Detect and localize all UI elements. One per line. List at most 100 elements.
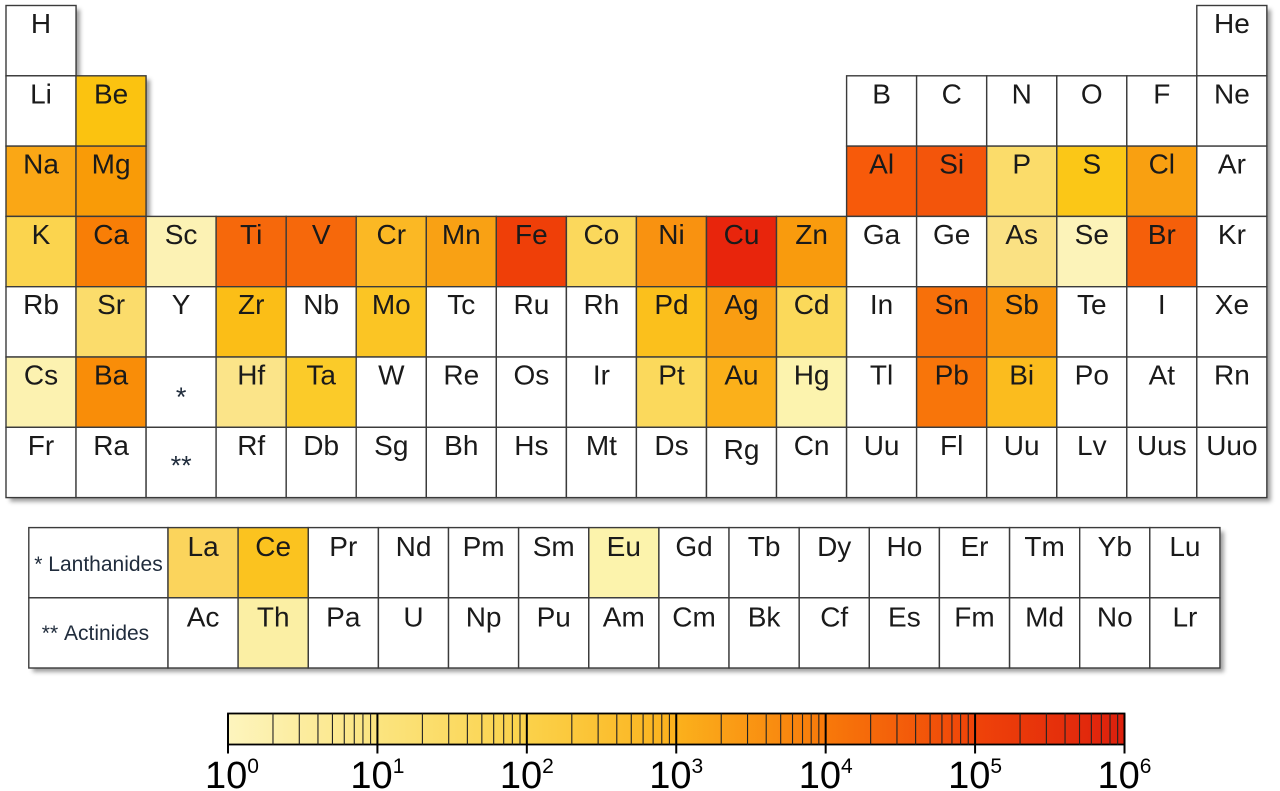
svg-text:P: P [1012,149,1031,180]
svg-text:Fe: Fe [515,219,548,250]
svg-text:Gd: Gd [675,531,712,562]
svg-text:Ca: Ca [93,219,129,250]
svg-text:Cn: Cn [794,430,830,461]
svg-text:Nb: Nb [303,289,339,320]
svg-text:Bi: Bi [1009,360,1034,391]
svg-text:Tl: Tl [870,360,893,391]
svg-text:Ag: Ag [724,289,758,320]
svg-text:Ho: Ho [887,531,923,562]
svg-text:Rb: Rb [23,289,59,320]
svg-text:C: C [942,78,962,109]
svg-text:Rh: Rh [584,289,620,320]
svg-text:Sm: Sm [533,531,575,562]
svg-text:Sc: Sc [165,219,198,250]
svg-text:Mo: Mo [372,289,411,320]
svg-text:V: V [312,219,331,250]
svg-text:Ru: Ru [514,289,550,320]
svg-text:101: 101 [350,755,404,791]
svg-text:Na: Na [23,149,59,180]
svg-text:Sr: Sr [97,289,125,320]
svg-text:Os: Os [514,360,550,391]
svg-text:Pu: Pu [537,601,571,632]
svg-text:** Actinides: ** Actinides [42,622,149,645]
svg-text:Rf: Rf [237,430,265,461]
svg-text:Cd: Cd [794,289,830,320]
svg-text:Ta: Ta [306,360,336,391]
svg-text:Te: Te [1077,289,1107,320]
svg-text:Zr: Zr [238,289,264,320]
svg-text:Uuo: Uuo [1206,430,1257,461]
svg-text:No: No [1097,601,1133,632]
svg-text:Ds: Ds [654,430,688,461]
svg-text:Cf: Cf [820,601,848,632]
svg-text:Au: Au [724,360,758,391]
svg-text:O: O [1081,78,1103,109]
svg-text:Zn: Zn [795,219,828,250]
svg-text:He: He [1214,8,1250,39]
svg-text:Ne: Ne [1214,78,1250,109]
svg-text:Tb: Tb [748,531,781,562]
svg-text:H: H [31,8,51,39]
svg-text:106: 106 [1098,755,1152,791]
svg-text:Ti: Ti [240,219,262,250]
svg-text:Pr: Pr [329,531,357,562]
svg-text:Uus: Uus [1137,430,1187,461]
svg-text:Pd: Pd [654,289,688,320]
svg-text:Y: Y [172,289,191,320]
svg-text:Dy: Dy [817,531,851,562]
svg-text:B: B [872,78,891,109]
svg-text:Ga: Ga [863,219,901,250]
svg-text:I: I [1158,289,1166,320]
svg-text:S: S [1082,149,1101,180]
svg-text:103: 103 [649,755,703,791]
svg-text:Rn: Rn [1214,360,1250,391]
svg-text:104: 104 [799,755,853,791]
svg-text:U: U [403,601,423,632]
svg-text:As: As [1005,219,1038,250]
svg-text:Po: Po [1075,360,1109,391]
svg-text:Mg: Mg [92,149,131,180]
svg-text:Ra: Ra [93,430,129,461]
svg-text:Co: Co [584,219,620,250]
svg-text:Yb: Yb [1098,531,1132,562]
svg-text:Bk: Bk [748,601,782,632]
svg-text:La: La [188,531,220,562]
svg-text:Re: Re [443,360,479,391]
svg-text:Mt: Mt [586,430,617,461]
svg-text:Np: Np [466,601,502,632]
svg-text:Fl: Fl [940,430,963,461]
svg-text:**: ** [171,450,193,480]
svg-text:Si: Si [939,149,964,180]
svg-text:Lv: Lv [1077,430,1107,461]
svg-text:* Lanthanides: * Lanthanides [34,553,162,576]
svg-text:Bh: Bh [444,430,478,461]
svg-text:Fr: Fr [28,430,54,461]
svg-text:Tc: Tc [447,289,475,320]
svg-text:Be: Be [94,78,128,109]
svg-text:Am: Am [603,601,645,632]
svg-text:N: N [1012,78,1032,109]
svg-text:Hf: Hf [237,360,265,391]
svg-text:100: 100 [205,755,259,791]
svg-text:Cm: Cm [672,601,716,632]
svg-text:Eu: Eu [607,531,641,562]
svg-text:Th: Th [257,601,290,632]
svg-text:Xe: Xe [1215,289,1249,320]
svg-text:Uu: Uu [1004,430,1040,461]
svg-text:105: 105 [948,755,1002,791]
svg-text:Fm: Fm [954,601,994,632]
svg-text:Li: Li [30,78,52,109]
svg-text:K: K [32,219,51,250]
svg-text:Lr: Lr [1172,601,1197,632]
svg-text:Ce: Ce [255,531,291,562]
svg-text:Pb: Pb [935,360,969,391]
svg-text:Tm: Tm [1024,531,1064,562]
svg-text:Pt: Pt [658,360,685,391]
svg-text:Sn: Sn [935,289,969,320]
svg-text:At: At [1149,360,1176,391]
svg-text:Cu: Cu [724,219,760,250]
svg-text:Ar: Ar [1218,149,1246,180]
svg-text:Cr: Cr [377,219,407,250]
svg-text:Al: Al [869,149,894,180]
svg-text:Pa: Pa [326,601,361,632]
